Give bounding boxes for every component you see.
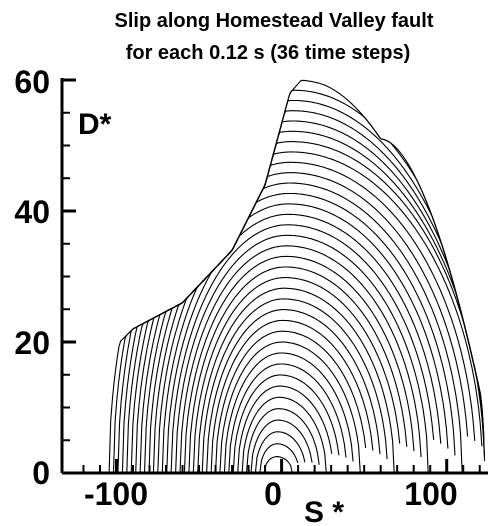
y-tick-label-60: 60 (14, 64, 50, 100)
slip-curve-step-23 (166, 213, 442, 474)
x-tick-label-minus-100: -100 (84, 476, 148, 512)
slip-curve-step-2 (259, 443, 299, 474)
slip-curve-step-19 (183, 255, 415, 474)
slip-curve-step-33 (121, 110, 485, 474)
slip-curve-step-5 (245, 408, 320, 474)
slip-curve-step-11 (219, 341, 361, 474)
y-tick-label-40: 40 (14, 194, 50, 230)
slip-curve-step-1 (263, 456, 293, 474)
chart-title-line-1: Slip along Homestead Valley fault (115, 10, 434, 32)
slip-curve-step-9 (228, 363, 347, 474)
slip-curve-step-7 (237, 385, 333, 474)
slip-curve-step-14 (206, 309, 381, 474)
slip-curve-step-6 (241, 396, 327, 474)
x-tick-label-100: 100 (404, 476, 457, 512)
slip-curves (108, 79, 486, 474)
slip-curve-step-10 (223, 352, 354, 474)
slip-curve-step-20 (179, 245, 422, 474)
slip-curve-step-8 (232, 374, 340, 474)
slip-curve-step-22 (170, 224, 435, 474)
slip-curve-step-17 (192, 277, 401, 474)
x-axis-label: S * (304, 496, 344, 526)
slip-curve-step-4 (250, 419, 313, 474)
slip-curve-step-3 (254, 431, 306, 474)
slip-curve-step-13 (210, 319, 374, 474)
slip-curve-step-36 (108, 79, 485, 474)
slip-curve-step-16 (197, 287, 395, 474)
slip-curve-step-15 (201, 298, 388, 474)
y-tick-label-20: 20 (14, 325, 50, 361)
y-axis-label: D* (78, 108, 112, 141)
slip-curve-step-12 (214, 330, 367, 474)
slip-curve-step-18 (188, 266, 408, 474)
y-tick-label-0: 0 (32, 455, 50, 491)
slip-curve-step-34 (117, 99, 486, 474)
slip-curve-step-21 (175, 234, 429, 474)
chart-title-line-2: for each 0.12 s (36 time steps) (126, 42, 411, 64)
x-tick-label-0: 0 (264, 476, 282, 512)
